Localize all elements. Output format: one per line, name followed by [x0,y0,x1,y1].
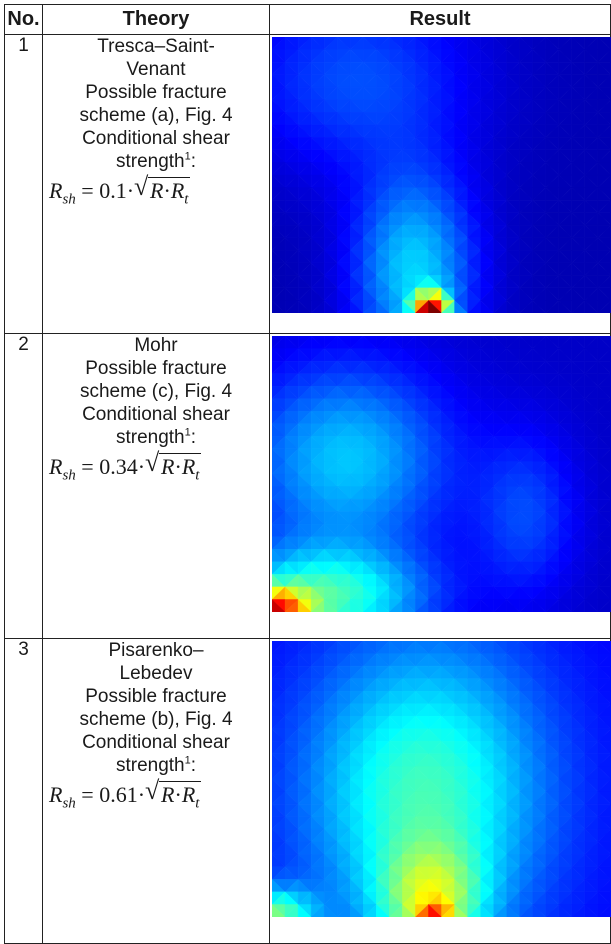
theory-line: Conditional shear [82,404,230,425]
square-root: √ R·Rt [134,174,191,211]
radicand: R·Rt [159,453,202,483]
strength-text: strength [115,151,185,172]
radicand-dot: · [174,454,182,479]
result-cell [269,638,611,944]
theory-line: Possible fracture [85,82,227,103]
theory-line: Mohr [134,335,178,356]
strength-colon: : [190,427,197,448]
table-row: 3 Pisarenko– Lebedev Possible fracture schem… [4,638,611,944]
radicand-r: R [161,454,175,479]
shear-strength-formula: Rsh = 0.1· √ R·Rt [43,174,269,211]
stress-field-plot [272,641,611,917]
table-row: 2 Mohr Possible fracture scheme (c), Fig. 4… [4,333,611,639]
formula-equals: = [81,782,94,807]
strength-text: strength [115,755,185,776]
square-root: √ R·Rt [145,778,202,815]
radicand-rt-sub: t [195,795,200,812]
radicand-rt: R [181,782,196,807]
footnote-marker: 1 [184,150,191,163]
row-number: 1 [4,34,43,334]
radical-sign-icon: √ [134,172,149,201]
result-cell [269,34,611,334]
radicand: R·Rt [148,177,191,207]
radicand-dot: · [174,782,182,807]
formula-coefficient: 0.1 [99,178,127,203]
result-cell [269,333,611,639]
theory-cell: Tresca–Saint- Venant Possible fracture sche… [42,34,270,334]
header-no: No. [4,4,43,35]
theory-results-table: No. Theory Result 1 Tresca–Saint- Venant Po… [4,4,611,944]
theory-line: Pisarenko– [108,640,204,661]
theory-line: scheme (a), Fig. 4 [79,105,233,126]
table-row: 1 Tresca–Saint- Venant Possible fracture sch… [4,34,611,334]
theory-cell: Pisarenko– Lebedev Possible fracture scheme… [42,638,270,944]
strength-label: strength1: [43,426,269,449]
formula-lhs-sub: sh [62,795,76,812]
stress-field-plot [272,336,611,612]
header-result: Result [269,4,611,35]
radicand-dot: · [163,178,171,203]
strength-label: strength1: [43,754,269,777]
radicand-rt-sub: t [195,467,200,484]
square-root: √ R·Rt [145,450,202,487]
footnote-marker: 1 [184,426,191,439]
formula-dot: · [137,782,146,807]
formula-dot: · [137,454,146,479]
shear-strength-formula: Rsh = 0.34· √ R·Rt [43,450,269,487]
theory-line: Conditional shear [82,732,230,753]
radicand-r: R [161,782,175,807]
radicand-rt: R [181,454,196,479]
footnote-marker: 1 [184,754,191,767]
theory-line: Possible fracture [85,358,227,379]
strength-colon: : [190,755,197,776]
formula-equals: = [81,178,94,203]
theory-line: Venant [126,59,186,80]
radicand-rt-sub: t [184,191,189,208]
formula-dot: · [126,178,135,203]
header-row: No. Theory Result [4,4,611,35]
header-theory: Theory [42,4,270,35]
radicand-r: R [150,178,164,203]
radicand-rt: R [170,178,185,203]
radical-sign-icon: √ [145,776,160,805]
formula-equals: = [81,454,94,479]
formula-lhs-sub: sh [62,191,76,208]
strength-colon: : [190,151,197,172]
stress-field-plot [272,37,611,313]
theory-line: Conditional shear [82,128,230,149]
formula-coefficient: 0.61 [99,782,138,807]
formula-coefficient: 0.34 [99,454,138,479]
theory-line: scheme (b), Fig. 4 [79,709,233,730]
row-number: 3 [4,638,43,944]
formula-lhs-sub: sh [62,467,76,484]
radicand: R·Rt [159,781,202,811]
row-number: 2 [4,333,43,639]
formula-lhs: R [49,178,63,203]
formula-lhs: R [49,454,63,479]
strength-label: strength1: [43,150,269,173]
formula-lhs: R [49,782,63,807]
theory-line: Tresca–Saint- [97,36,215,57]
theory-line: scheme (c), Fig. 4 [79,381,233,402]
strength-text: strength [115,427,185,448]
shear-strength-formula: Rsh = 0.61· √ R·Rt [43,778,269,815]
theory-line: Possible fracture [85,686,227,707]
theory-line: Lebedev [119,663,193,684]
radical-sign-icon: √ [145,448,160,477]
